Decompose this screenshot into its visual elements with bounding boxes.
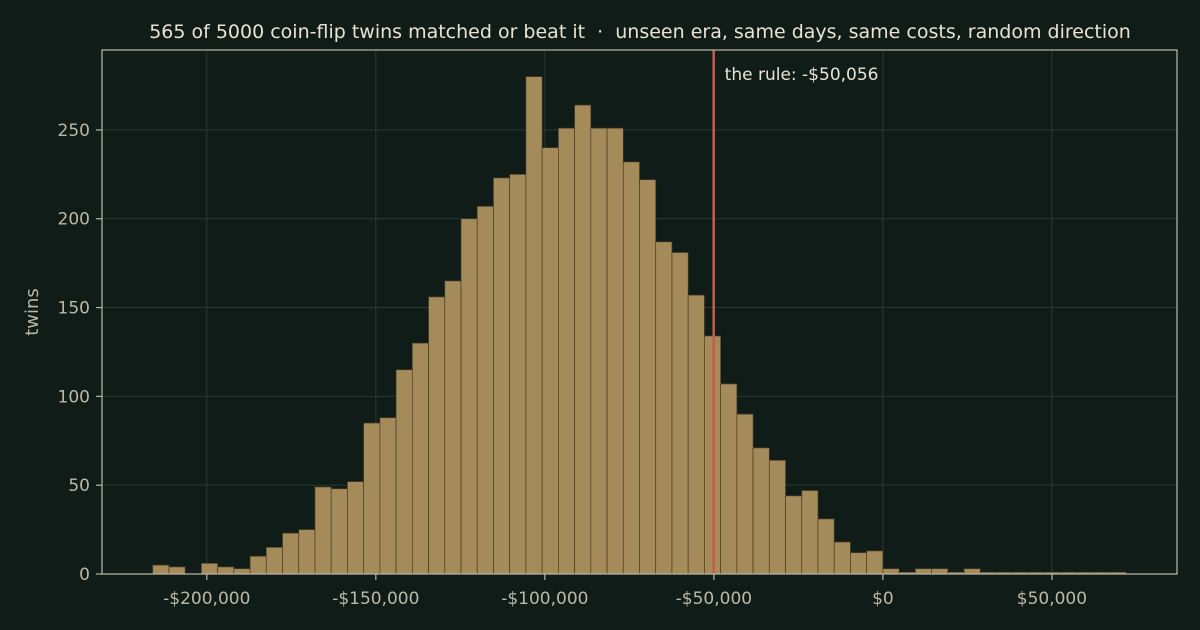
histogram-bar — [363, 422, 381, 575]
histogram-bar — [914, 568, 932, 575]
histogram-bar — [850, 552, 868, 575]
y-tick-label: 150 — [58, 299, 90, 319]
histogram-bar — [833, 541, 851, 575]
histogram-bar — [606, 127, 624, 575]
histogram-bar — [882, 568, 900, 575]
histogram-bar — [655, 241, 673, 575]
histogram-bars — [152, 76, 1127, 575]
histogram-bar — [558, 127, 575, 575]
x-tick-label: $50,000 — [1017, 589, 1087, 609]
histogram-bar — [866, 550, 884, 575]
histogram-bar — [233, 568, 251, 575]
y-axis-label: twins — [22, 288, 43, 336]
histogram-bar — [590, 127, 608, 575]
y-tick-label: 50 — [68, 476, 90, 496]
histogram-bar — [639, 179, 657, 575]
y-tick-label: 250 — [58, 121, 90, 141]
plot-frame — [101, 49, 1178, 575]
histogram-bar — [428, 296, 446, 575]
x-tick-label: -$50,000 — [676, 589, 752, 609]
histogram-bar — [687, 294, 705, 575]
histogram-bar — [476, 205, 494, 575]
histogram-bar — [330, 488, 348, 575]
histogram-bar — [752, 447, 770, 575]
histogram-bar — [444, 280, 462, 575]
histogram-bar — [347, 481, 365, 575]
histogram-bar — [785, 495, 803, 575]
histogram-bar — [395, 369, 413, 575]
histogram-bar — [736, 413, 754, 575]
x-axis-ticks: -$200,000 -$150,000 -$100,000 -$50,000 $0 $50… — [163, 574, 1087, 609]
histogram-bar — [671, 252, 689, 575]
histogram-bar — [525, 76, 543, 575]
y-tick-label: 0 — [79, 565, 90, 585]
histogram-bar — [574, 104, 592, 575]
histogram-bar — [249, 555, 267, 575]
y-tick-label: 200 — [58, 210, 90, 230]
histogram-bar — [298, 529, 316, 575]
histogram-bar — [622, 161, 640, 575]
x-tick-label: -$100,000 — [501, 589, 588, 609]
histogram-bar — [801, 490, 819, 575]
histogram-bar — [493, 177, 511, 575]
y-tick-label: 100 — [58, 387, 90, 407]
histogram-bar — [379, 417, 397, 575]
histogram-bar — [152, 564, 170, 575]
histogram-bar — [201, 562, 218, 575]
histogram-bar — [963, 568, 981, 575]
histogram-bar — [720, 383, 738, 575]
histogram-bar — [541, 147, 559, 575]
histogram-bar — [265, 547, 283, 575]
histogram-bar — [314, 486, 332, 575]
histogram-bar — [282, 532, 300, 575]
histogram-bar — [411, 342, 429, 575]
histogram-bar — [817, 518, 835, 575]
chart-title: 565 of 5000 coin-flip twins matched or b… — [149, 21, 1131, 43]
histogram-bar — [168, 566, 186, 575]
histogram-bar — [768, 459, 786, 575]
rule-marker-label: the rule: -$50,056 — [725, 65, 879, 85]
x-tick-label: $0 — [872, 589, 894, 609]
x-tick-label: -$150,000 — [332, 589, 419, 609]
y-axis-ticks: 0 50 100 150 200 250 — [58, 121, 102, 585]
x-tick-label: -$200,000 — [163, 589, 250, 609]
histogram-bar — [509, 173, 527, 575]
histogram-bar — [931, 568, 949, 575]
histogram-bar — [217, 566, 235, 575]
histogram-bar — [460, 218, 478, 575]
